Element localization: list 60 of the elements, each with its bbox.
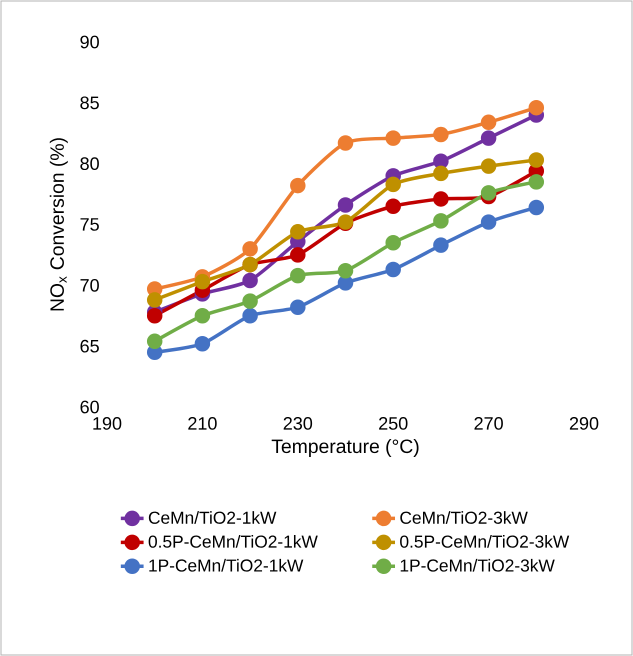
y-tick-label: 85 [80, 96, 99, 110]
point [528, 152, 544, 168]
legend-label: 0.5P-CeMn/TiO2-1kW [148, 535, 318, 548]
point [194, 336, 210, 352]
point [146, 292, 162, 308]
point [433, 237, 449, 253]
y-tick-label: 80 [80, 157, 99, 170]
point [290, 247, 306, 263]
point [528, 100, 544, 116]
y-tick-label: 75 [80, 218, 99, 231]
y-tick-label: 70 [80, 278, 99, 292]
x-tick-label: 270 [474, 417, 503, 430]
point [242, 308, 258, 324]
point [242, 241, 258, 257]
point [385, 262, 401, 278]
legend-label: 1P-CeMn/TiO2-1kW [149, 558, 304, 572]
point [528, 200, 544, 216]
point [433, 213, 449, 229]
point [146, 334, 162, 350]
point [480, 158, 496, 174]
point [433, 191, 449, 207]
point [433, 126, 449, 142]
point [385, 234, 401, 250]
point [385, 198, 401, 214]
point [480, 130, 496, 146]
legend-label: CeMn/TiO2-1kW [148, 511, 276, 524]
point [385, 176, 401, 192]
point [385, 130, 401, 146]
point [338, 197, 354, 213]
point [338, 275, 354, 291]
point [528, 174, 544, 190]
x-tick-label: 190 [93, 417, 122, 430]
point [290, 224, 306, 240]
x-tick-label: 290 [570, 417, 598, 430]
x-tick-label: 210 [188, 417, 217, 430]
point [433, 166, 449, 182]
point [290, 178, 306, 194]
point [480, 185, 496, 201]
y-tick-label: 60 [80, 400, 99, 414]
y-axis-title: NO$_{x}$ Conversion (%) [50, 138, 68, 310]
x-tick-label: 250 [379, 417, 408, 430]
y-tick-label: 65 [80, 340, 99, 353]
legend-label: 1P-CeMn/TiO2-3kW [400, 558, 555, 572]
point [433, 153, 449, 169]
legend-label: 0.5P-CeMn/TiO2-3kW [400, 535, 570, 548]
point [242, 272, 258, 288]
point [480, 114, 496, 130]
point [194, 308, 210, 324]
point [290, 268, 306, 284]
y-tick-label: 90 [80, 36, 99, 48]
x-tick-label: 230 [284, 417, 312, 430]
point [194, 274, 210, 290]
point [290, 299, 306, 315]
point [242, 293, 258, 309]
point [480, 214, 496, 230]
point [146, 308, 162, 324]
point [338, 135, 354, 151]
point [338, 262, 354, 278]
x-axis-title: Temperature (°C) [272, 438, 419, 457]
legend-label: CeMn/TiO2-3kW [400, 511, 528, 524]
